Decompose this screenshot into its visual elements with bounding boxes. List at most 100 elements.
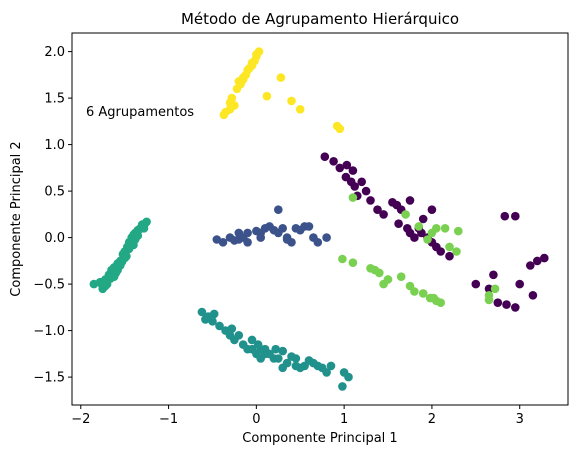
cluster-1-point xyxy=(361,186,371,196)
cluster-4-point xyxy=(117,257,127,267)
cluster-1-point xyxy=(417,228,426,238)
cluster-1-point xyxy=(320,152,330,161)
cluster-1-point xyxy=(515,279,524,289)
x-axis-title: Componente Principal 1 xyxy=(242,431,397,446)
cluster-5-point xyxy=(484,295,494,305)
cluster-1-point xyxy=(379,210,388,219)
cluster-2-point xyxy=(243,238,252,247)
cluster-6-point xyxy=(287,96,296,106)
cluster-1-point xyxy=(526,261,535,270)
cluster-3-point xyxy=(278,346,288,356)
y-tick-label: 2.0 xyxy=(44,45,65,60)
cluster-5-point xyxy=(410,287,419,296)
cluster-3-point xyxy=(208,317,217,326)
cluster-2-point xyxy=(322,233,331,242)
cluster-5-point xyxy=(454,226,463,236)
cluster-1-point xyxy=(427,205,437,214)
cluster-6-point xyxy=(219,110,229,120)
cluster-1-point xyxy=(357,177,367,187)
cluster-3-point xyxy=(271,344,281,354)
cluster-1-point xyxy=(500,211,510,221)
y-tick-label: −0.5 xyxy=(33,278,65,293)
cluster-5-point xyxy=(423,235,432,244)
cluster-2-point xyxy=(234,228,244,238)
cluster-5-point xyxy=(440,224,450,233)
cluster-6-point xyxy=(247,58,257,68)
cluster-6-point xyxy=(232,84,242,94)
cluster-1-point xyxy=(405,196,415,205)
cluster-3-point xyxy=(278,363,288,373)
cluster-6-point xyxy=(227,93,237,103)
cluster-count-annotation: 6 Agrupamentos xyxy=(86,105,194,120)
cluster-5-point xyxy=(418,289,428,298)
y-axis-title: Componente Principal 2 xyxy=(9,141,24,296)
cluster-4-point xyxy=(106,274,115,283)
cluster-6-point xyxy=(252,50,261,59)
cluster-3-point xyxy=(201,315,210,324)
y-tick-label: 1.5 xyxy=(44,92,65,107)
cluster-3-point xyxy=(291,361,301,371)
cluster-1-point xyxy=(540,253,549,263)
x-tick-label: −2 xyxy=(71,412,90,427)
plot-frame xyxy=(71,32,569,406)
cluster-2-point xyxy=(304,222,314,231)
cluster-1-point xyxy=(342,160,352,170)
x-tick-label: 0 xyxy=(252,412,260,427)
cluster-3-point xyxy=(344,372,353,382)
y-tick-label: −1.0 xyxy=(33,324,65,339)
cluster-6-point xyxy=(225,105,235,114)
cluster-5-point xyxy=(383,275,393,284)
y-tick-label: 0.0 xyxy=(44,231,65,246)
cluster-5-point xyxy=(348,258,358,268)
cluster-6-point xyxy=(295,105,305,114)
cluster-5-point xyxy=(490,284,500,294)
cluster-4-point xyxy=(113,265,122,275)
cluster-2-point xyxy=(309,233,318,242)
cluster-1-point xyxy=(366,196,375,205)
cluster-4-point xyxy=(125,242,135,252)
cluster-3-point xyxy=(260,349,270,359)
cluster-1-point xyxy=(373,205,382,214)
cluster-1-point xyxy=(436,247,446,256)
cluster-2-point xyxy=(282,235,292,244)
cluster-1-point xyxy=(348,166,358,175)
cluster-2-point xyxy=(243,228,252,238)
cluster-3-point xyxy=(326,361,336,371)
x-tick-label: −1 xyxy=(159,412,178,427)
cluster-1-point xyxy=(410,233,419,242)
cluster-4-point xyxy=(135,224,144,234)
cluster-1-point xyxy=(394,219,403,228)
points-layer xyxy=(89,47,549,391)
cluster-3-point xyxy=(247,344,257,354)
cluster-6-point xyxy=(262,91,272,101)
cluster-1-point xyxy=(502,300,511,309)
cluster-5-point xyxy=(401,210,410,219)
cluster-5-point xyxy=(338,254,347,264)
cluster-3-point xyxy=(215,321,224,331)
cluster-1-point xyxy=(511,211,520,221)
cluster-1-point xyxy=(511,303,520,312)
cluster-5-point xyxy=(414,222,424,231)
cluster-2-point xyxy=(256,233,266,242)
cluster-3-point xyxy=(291,354,301,363)
cluster-1-point xyxy=(418,214,428,224)
cluster-5-point xyxy=(375,268,384,278)
cluster-2-point xyxy=(291,224,301,233)
cluster-2-point xyxy=(218,238,228,247)
cluster-1-point xyxy=(493,298,503,308)
cluster-3-point xyxy=(322,368,331,377)
cluster-3-point xyxy=(247,335,257,345)
cluster-5-point xyxy=(396,272,406,282)
cluster-3-point xyxy=(227,324,237,334)
cluster-1-point xyxy=(489,270,498,280)
cluster-3-point xyxy=(209,309,219,319)
y-tick-label: −1.5 xyxy=(33,371,65,386)
cluster-6-point xyxy=(238,75,248,84)
cluster-2-point xyxy=(278,224,288,233)
x-tick-label: 2 xyxy=(428,412,436,427)
y-axis: −1.5 −1.0 −0.5 0.0 0.5 1.0 1.5 2.0 xyxy=(33,45,72,386)
cluster-6-point xyxy=(335,124,345,134)
cluster-1-point xyxy=(350,182,360,191)
cluster-3-point xyxy=(253,340,263,349)
cluster-1-point xyxy=(533,256,542,266)
